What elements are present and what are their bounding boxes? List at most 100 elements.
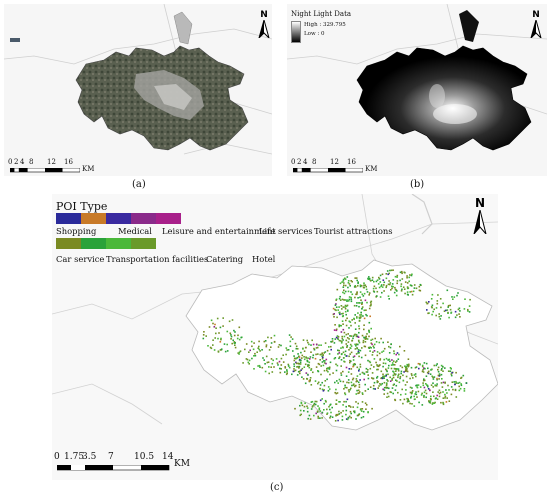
north-arrow-c: N [470, 196, 490, 234]
poi-point [406, 397, 408, 400]
poi-point [307, 365, 309, 367]
poi-point [378, 286, 381, 289]
poi-point [463, 388, 466, 390]
poi-point [289, 345, 292, 347]
poi-point [433, 364, 436, 367]
poi-point [426, 309, 428, 311]
poi-point [391, 379, 393, 381]
poi-point [382, 365, 384, 368]
poi-point [208, 326, 211, 328]
poi-point [299, 404, 301, 407]
poi-point [433, 308, 435, 311]
poi-point [245, 343, 248, 345]
poi-point [352, 364, 355, 367]
poi-point [396, 352, 399, 354]
poi-point [335, 329, 338, 332]
poi-point [376, 368, 378, 371]
poi-point [321, 355, 323, 358]
poi-point [385, 368, 387, 371]
poi-point [349, 406, 352, 408]
poi-point [339, 295, 341, 298]
poi-point [302, 348, 304, 350]
poi-point [409, 377, 411, 380]
poi-point [314, 403, 317, 406]
poi-point [411, 403, 413, 405]
poi-point [358, 391, 361, 393]
poi-point [369, 305, 372, 307]
poi-map-panel: POI Type Shopping Medical Leisure and en… [52, 194, 498, 480]
poi-point [443, 310, 446, 312]
poi-point [333, 357, 336, 360]
poi-point [215, 332, 217, 335]
poi-point [341, 353, 343, 355]
poi-point [432, 386, 434, 388]
poi-point [307, 341, 309, 344]
poi-point [358, 383, 361, 386]
poi-point [421, 392, 423, 395]
poi-point [408, 280, 410, 283]
poi-point [292, 370, 295, 373]
poi-point [413, 287, 416, 289]
poi-point [353, 317, 355, 320]
poi-point [317, 415, 319, 418]
poi-point [297, 353, 299, 355]
poi-point [392, 374, 395, 377]
poi-point [345, 319, 347, 322]
poi-point [423, 396, 425, 398]
poi-point [388, 345, 390, 348]
scale-bar-graphic-a [10, 168, 80, 173]
poi-point [299, 363, 302, 365]
poi-point [395, 289, 398, 291]
poi-point [322, 390, 325, 392]
poi-point [391, 359, 393, 361]
poi-point [389, 346, 392, 349]
poi-point [408, 363, 410, 366]
poi-point [357, 343, 359, 346]
poi-point [287, 363, 290, 366]
poi-point [316, 343, 318, 346]
poi-point [460, 377, 462, 379]
poi-point [300, 413, 302, 416]
poi-point [394, 275, 397, 278]
poi-point [357, 389, 360, 392]
poi-point [229, 332, 232, 335]
poi-point [232, 339, 234, 342]
poi-point [249, 349, 251, 352]
poi-point [296, 374, 299, 376]
poi-point [244, 348, 246, 351]
poi-point [309, 418, 312, 420]
poi-point [342, 346, 344, 349]
poi-point [409, 386, 412, 389]
poi-point [385, 369, 388, 372]
poi-point [358, 331, 360, 334]
poi-point [450, 368, 452, 370]
poi-point [382, 279, 385, 281]
poi-point [392, 376, 395, 379]
poi-point [401, 270, 403, 273]
poi-point [278, 360, 281, 363]
poi-point [438, 375, 441, 377]
poi-point [303, 356, 305, 358]
poi-point [352, 377, 355, 380]
scale-b-tick-1: 2 [297, 158, 302, 166]
poi-point [396, 360, 398, 362]
poi-point [355, 335, 358, 338]
poi-point [381, 291, 383, 294]
poi-row2-swatch-1 [81, 238, 106, 249]
poi-point [370, 364, 373, 366]
poi-point [431, 403, 434, 405]
poi-point [350, 381, 353, 384]
poi-point [329, 417, 331, 419]
poi-point [364, 383, 366, 386]
poi-point [301, 376, 303, 378]
poi-point [348, 405, 351, 407]
poi-point [433, 376, 436, 378]
poi-point [372, 351, 374, 353]
poi-point [390, 289, 392, 291]
poi-point [344, 386, 346, 389]
poi-point [350, 412, 352, 415]
poi-point [423, 391, 426, 394]
poi-point [441, 368, 443, 370]
poi-point [311, 406, 314, 408]
poi-point [380, 337, 382, 340]
